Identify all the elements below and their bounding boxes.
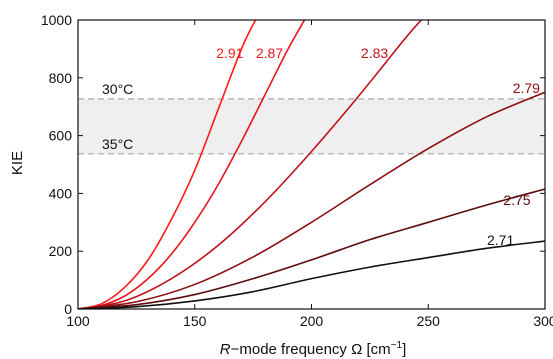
axes-frame xyxy=(77,19,546,310)
shaded-band xyxy=(78,98,545,154)
series-line-2-91 xyxy=(78,20,257,309)
x-axis-title-main: −mode frequency Ω [cm xyxy=(231,341,391,358)
x-axis-title: R−mode frequency Ω [cm−1] xyxy=(220,340,406,358)
x-tick-label: 300 xyxy=(533,313,553,329)
x-tick-label: 150 xyxy=(183,313,207,329)
series-lines xyxy=(78,20,545,309)
plot-frame xyxy=(77,19,546,310)
series-line-2-75 xyxy=(78,188,545,309)
series-line-2-83 xyxy=(78,20,422,309)
y-tick-label: 800 xyxy=(49,70,73,86)
y-tick-label: 200 xyxy=(49,243,73,259)
series-label-2-83: 2.83 xyxy=(361,45,388,61)
x-axis-title-prefix: R xyxy=(220,341,231,358)
x-tick-label: 100 xyxy=(66,313,90,329)
series-line-2-87 xyxy=(78,20,306,309)
y-tick-label: 400 xyxy=(49,185,73,201)
reference-line-label: 30°C xyxy=(102,81,133,97)
x-axis-title-sup: −1 xyxy=(391,340,403,351)
series-line-2-79 xyxy=(78,91,545,309)
y-tick-label: 600 xyxy=(49,128,73,144)
series-label-2-79: 2.79 xyxy=(513,80,540,96)
x-tick-label: 250 xyxy=(417,313,441,329)
x-tick-label: 200 xyxy=(300,313,324,329)
series-line-2-71 xyxy=(78,240,545,309)
temperature-band: 30°C 35°C xyxy=(78,81,545,155)
x-axis-title-end: ] xyxy=(402,341,406,358)
series-label-2-91: 2.91 xyxy=(216,45,243,61)
series-label-2-75: 2.75 xyxy=(503,192,530,208)
axis-ticks: 100 150 200 250 300 0 200 400 600 800 1000 xyxy=(41,12,553,329)
series-labels: 2.91 2.87 2.83 2.79 2.75 2.71 xyxy=(216,45,540,248)
series-label-2-87: 2.87 xyxy=(256,45,283,61)
y-tick-label: 0 xyxy=(64,301,72,317)
reference-line-label: 35°C xyxy=(102,136,133,152)
series-label-2-71: 2.71 xyxy=(487,232,514,248)
y-axis-title: KIE xyxy=(9,151,26,175)
y-tick-label: 1000 xyxy=(41,12,72,28)
